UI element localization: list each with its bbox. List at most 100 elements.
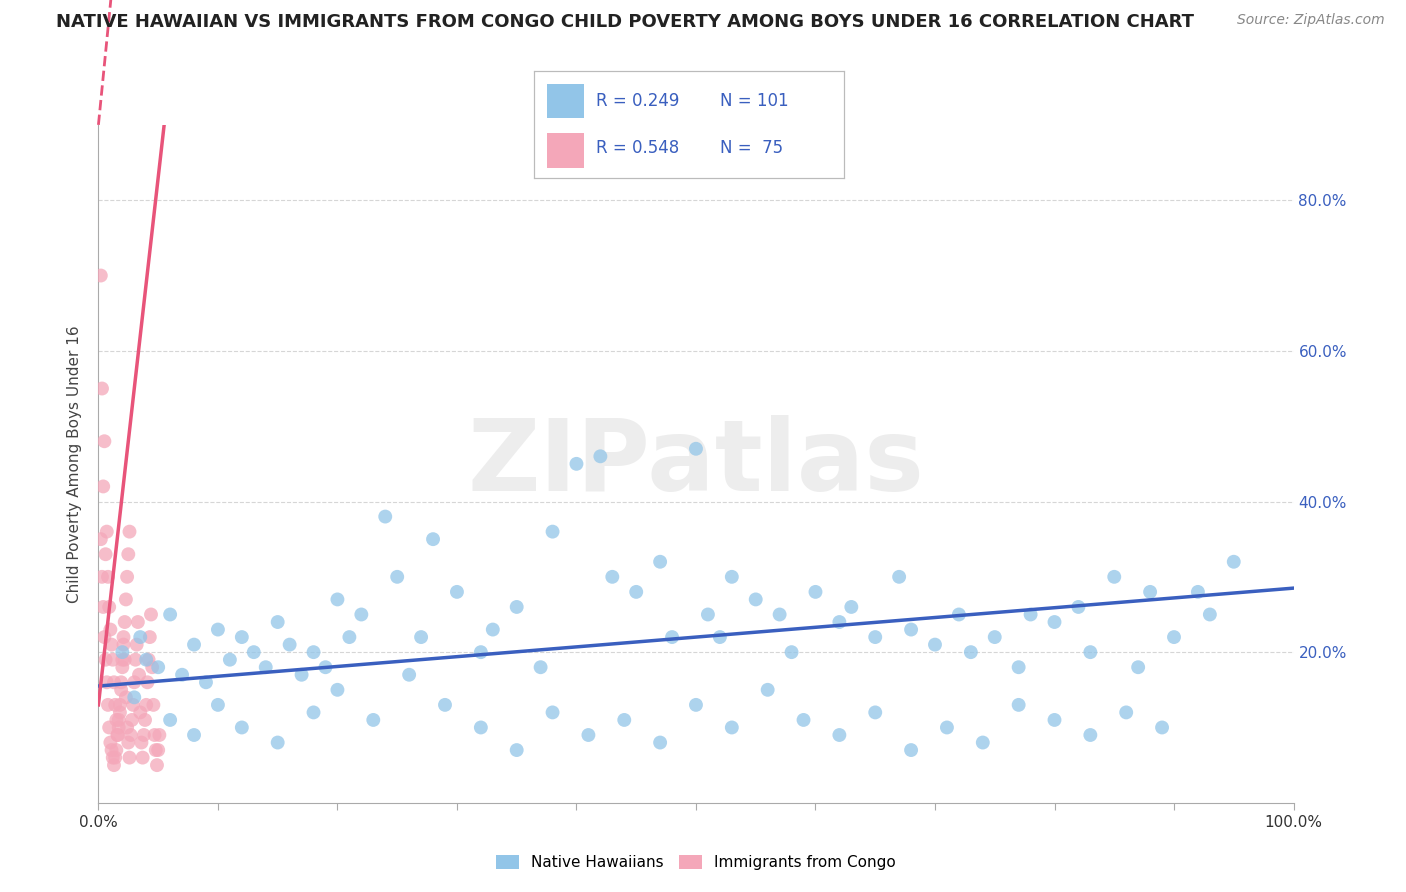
Point	[326, 592, 349, 607]
Point	[972, 735, 994, 749]
Point	[613, 713, 636, 727]
Point	[363, 713, 385, 727]
Point	[1115, 706, 1137, 720]
Point	[267, 735, 290, 749]
Point	[101, 750, 124, 764]
Point	[135, 698, 157, 712]
Point	[159, 607, 181, 622]
Point	[243, 645, 266, 659]
Point	[118, 750, 141, 764]
Point	[1019, 607, 1042, 622]
Point	[132, 728, 155, 742]
Point	[1139, 585, 1161, 599]
Point	[194, 675, 218, 690]
Point	[1007, 698, 1029, 712]
Text: R = 0.249: R = 0.249	[596, 93, 679, 111]
Point	[541, 524, 564, 539]
Point	[127, 615, 149, 629]
Point	[183, 728, 205, 742]
Point	[159, 713, 181, 727]
Point	[470, 645, 492, 659]
Point	[135, 653, 157, 667]
Point	[1187, 585, 1209, 599]
Point	[315, 660, 337, 674]
Point	[745, 592, 768, 607]
Point	[1007, 660, 1029, 674]
Point	[122, 698, 145, 712]
Point	[94, 547, 117, 561]
Point	[1080, 728, 1102, 742]
Point	[326, 682, 349, 697]
Point	[104, 698, 127, 712]
Point	[685, 698, 707, 712]
Point	[91, 570, 114, 584]
Point	[148, 728, 170, 742]
Point	[948, 607, 970, 622]
Point	[107, 721, 129, 735]
Point	[506, 599, 529, 614]
Point	[111, 660, 134, 674]
Point	[108, 706, 131, 720]
Point	[115, 592, 138, 607]
Point	[254, 660, 277, 674]
Point	[148, 743, 170, 757]
Y-axis label: Child Poverty Among Boys Under 16: Child Poverty Among Boys Under 16	[67, 325, 83, 603]
Point	[148, 660, 170, 674]
Point	[302, 645, 325, 659]
Point	[107, 713, 129, 727]
Point	[110, 682, 132, 697]
Point	[1067, 599, 1090, 614]
Point	[100, 638, 122, 652]
Point	[1128, 660, 1150, 674]
Point	[124, 653, 146, 667]
Point	[900, 743, 922, 757]
Point	[136, 675, 159, 690]
Point	[91, 479, 114, 493]
Text: R = 0.548: R = 0.548	[596, 139, 679, 157]
Point	[124, 690, 146, 705]
Point	[768, 607, 790, 622]
Point	[291, 667, 314, 681]
Point	[1198, 607, 1220, 622]
Point	[121, 713, 143, 727]
Point	[115, 721, 138, 735]
Legend: Native Hawaiians, Immigrants from Congo: Native Hawaiians, Immigrants from Congo	[489, 849, 903, 877]
Point	[756, 682, 779, 697]
Point	[685, 442, 707, 456]
Point	[350, 607, 373, 622]
FancyBboxPatch shape	[547, 134, 583, 168]
Point	[93, 630, 115, 644]
Point	[129, 706, 152, 720]
Point	[506, 743, 529, 757]
Point	[114, 615, 136, 629]
Point	[91, 382, 114, 396]
Point	[120, 728, 142, 742]
Point	[97, 698, 120, 712]
Point	[411, 630, 433, 644]
Point	[984, 630, 1007, 644]
Point	[661, 630, 683, 644]
Point	[96, 524, 118, 539]
Point	[115, 570, 138, 584]
Point	[90, 532, 112, 546]
Point	[111, 653, 134, 667]
Point	[339, 630, 360, 644]
Point	[207, 623, 229, 637]
Point	[804, 585, 827, 599]
Point	[112, 630, 135, 644]
Point	[172, 667, 194, 681]
Point	[138, 653, 160, 667]
Point	[219, 653, 242, 667]
Point	[131, 735, 153, 749]
Point	[959, 645, 981, 659]
Point	[446, 585, 468, 599]
Point	[128, 667, 150, 681]
Point	[576, 728, 599, 742]
Point	[118, 524, 141, 539]
Point	[648, 555, 672, 569]
Point	[529, 660, 551, 674]
Point	[1080, 645, 1102, 659]
Point	[117, 735, 139, 749]
Point	[183, 638, 205, 652]
Point	[117, 547, 139, 561]
